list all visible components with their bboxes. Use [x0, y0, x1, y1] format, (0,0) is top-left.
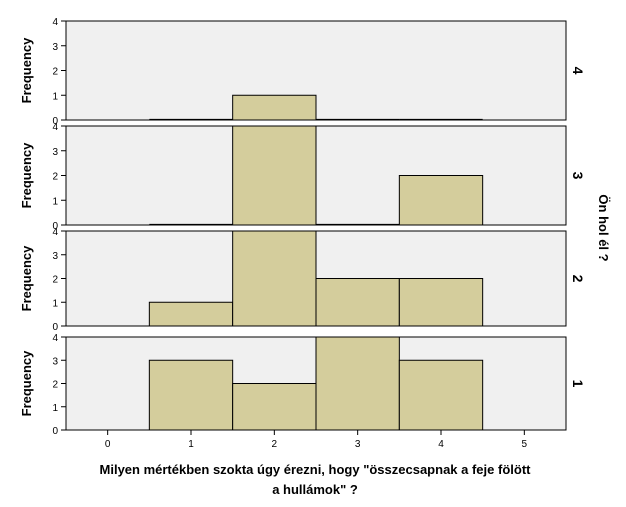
panel-label-3: 3 [570, 172, 586, 180]
bar-panel-2-x2 [232, 230, 317, 327]
y-tick-label: 4 [52, 17, 58, 28]
row-variable-title: Ön hol él ? [596, 194, 611, 261]
y-tick-label: 1 [52, 298, 58, 309]
y-tick-label: 2 [52, 275, 58, 286]
y-tick-label: 0 [52, 426, 58, 437]
bar-panel-1-x2 [232, 383, 317, 431]
x-tick-label: 2 [272, 439, 278, 450]
panel-label-4: 4 [570, 67, 586, 75]
y-tick-label: 1 [52, 196, 58, 207]
bar-panel-2-x1 [148, 301, 234, 327]
y-tick-label: 4 [52, 333, 58, 344]
x-tick-label: 4 [438, 439, 444, 450]
y-axis-label: Frequency [19, 142, 34, 209]
y-tick-label: 2 [52, 172, 58, 183]
y-tick-label: 1 [52, 403, 58, 414]
y-tick-label: 4 [52, 227, 58, 238]
y-tick-label: 3 [52, 251, 58, 262]
y-tick-label: 0 [52, 221, 58, 232]
y-tick-label: 3 [52, 147, 58, 158]
y-tick-label: 3 [52, 356, 58, 367]
y-tick-label: 0 [52, 322, 58, 333]
bar-panel-3-x2 [232, 125, 317, 226]
y-axis-label: Frequency [19, 37, 34, 104]
bar-panel-1-x4 [398, 359, 484, 431]
x-tick-label: 1 [188, 439, 194, 450]
y-tick-label: 4 [52, 122, 58, 133]
y-tick-label: 1 [52, 91, 58, 102]
y-axis-label: Frequency [19, 350, 34, 417]
y-tick-label: 2 [52, 67, 58, 78]
y-axis-label: Frequency [19, 245, 34, 312]
bar-panel-2-x3 [315, 278, 400, 327]
panel-label-2: 2 [570, 275, 586, 283]
x-axis-label-line-1: Milyen mértékben szokta úgy érezni, hogy… [100, 462, 532, 477]
bar-panel-4-x2 [232, 94, 317, 121]
bar-panel-2-x4 [398, 278, 484, 327]
bar-panel-3-x4 [398, 175, 484, 226]
x-tick-label: 3 [355, 439, 361, 450]
bar-panel-1-x3 [315, 336, 400, 431]
x-axis-label-line-2: a hullámok" ? [272, 482, 358, 497]
x-tick-label: 0 [105, 439, 111, 450]
y-tick-label: 0 [52, 116, 58, 127]
y-tick-label: 2 [52, 380, 58, 391]
x-tick-label: 5 [522, 439, 528, 450]
panel-label-1: 1 [570, 380, 586, 388]
y-tick-label: 3 [52, 42, 58, 53]
bar-panel-1-x1 [148, 359, 234, 431]
